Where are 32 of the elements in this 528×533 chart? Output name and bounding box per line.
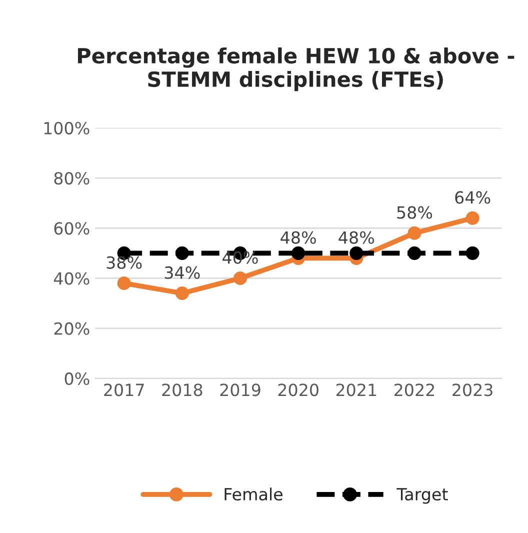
chart-title: Percentage female HEW 10 & above - STEMM disciplines (FTEs) [78,47,514,92]
point [350,246,364,260]
legend-label: Female [224,488,282,501]
data-label: 48% [338,231,374,244]
x-tick-label: 2021 [336,384,376,396]
data-label: 34% [164,266,200,279]
point [175,286,189,300]
x-tick-label: 2020 [278,384,318,396]
y-tick-label: 100% [44,122,90,134]
data-label: 64% [455,191,490,204]
x-tick-label: 2022 [394,384,434,396]
data-label: 58% [397,206,432,219]
x-tick-label: 2019 [220,384,260,396]
legend-label: Target [396,488,448,504]
point [233,271,248,285]
data-label: 38% [106,256,142,269]
y-tick-label: 0% [64,372,90,385]
point [117,276,131,290]
y-tick-label: 60% [54,222,90,235]
point [408,246,422,260]
point [292,246,306,260]
x-tick-label: 2017 [104,384,144,396]
y-tick-label: 80% [54,172,90,185]
x-tick-label: 2018 [162,384,202,396]
x-tick-label: 2023 [452,384,492,396]
y-tick-label: 20% [54,322,90,335]
data-label: 48% [280,231,316,244]
point [408,226,422,240]
point [466,246,480,260]
point [466,211,480,225]
point [175,246,189,260]
y-tick-label: 40% [54,272,90,285]
